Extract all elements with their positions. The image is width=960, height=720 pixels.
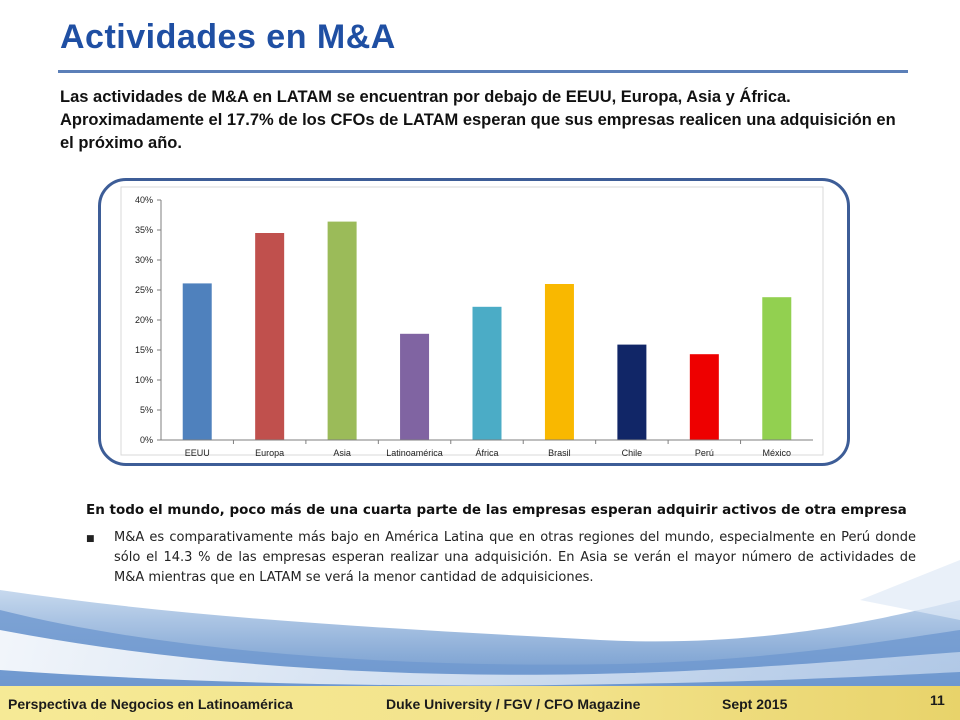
square-bullet-icon: ■ bbox=[86, 534, 95, 544]
bar-asia bbox=[327, 221, 357, 440]
page-number: 11 bbox=[930, 692, 945, 708]
bar-áfrica bbox=[472, 306, 502, 440]
x-tick-label: Chile bbox=[622, 448, 643, 458]
slide-title: Actividades en M&A bbox=[60, 18, 396, 56]
summary-heading: En todo el mundo, poco más de una cuarta… bbox=[86, 502, 907, 518]
bar-latinoamérica bbox=[400, 333, 430, 440]
bar-méxico bbox=[762, 297, 792, 440]
bar-brasil bbox=[544, 284, 574, 440]
x-tick-label: Perú bbox=[695, 448, 714, 458]
bullet-text: M&A es comparativamente más bajo en Amér… bbox=[114, 530, 916, 585]
bullet-list: ■ M&A es comparativamente más bajo en Am… bbox=[86, 528, 916, 588]
x-tick-label: Europa bbox=[255, 448, 284, 458]
y-tick-label: 35% bbox=[135, 225, 153, 235]
title-divider bbox=[58, 70, 908, 73]
footer-date: Sept 2015 bbox=[722, 696, 788, 712]
bar-eeuu bbox=[182, 283, 212, 440]
x-axis: EEUU Europa Asia Latinoamérica África Brasil C… bbox=[161, 439, 813, 458]
footer-left-text: Perspectiva de Negocios en Latinoamérica bbox=[8, 696, 293, 712]
y-tick-label: 25% bbox=[135, 285, 153, 295]
y-tick-label: 0% bbox=[140, 435, 153, 445]
y-tick-label: 15% bbox=[135, 345, 153, 355]
intro-paragraph: Las actividades de M&A en LATAM se encue… bbox=[60, 88, 896, 152]
footer-center-text: Duke University / FGV / CFO Magazine bbox=[386, 696, 641, 712]
bar-europa bbox=[255, 233, 285, 440]
y-tick-label: 5% bbox=[140, 405, 153, 415]
bar-perú bbox=[689, 354, 719, 440]
x-tick-label: EEUU bbox=[185, 448, 210, 458]
plot-area-border bbox=[120, 186, 824, 456]
bar-chart: 0% 5% 10% 15% 20% 25% 30% 35% 40% EEUU Europa Asia… bbox=[120, 186, 824, 458]
bullet-item: ■ M&A es comparativamente más bajo en Am… bbox=[86, 528, 916, 588]
chart-frame: 0% 5% 10% 15% 20% 25% 30% 35% 40% EEUU Europa Asia… bbox=[98, 178, 850, 466]
x-tick-label: México bbox=[763, 448, 792, 458]
y-tick-label: 20% bbox=[135, 315, 153, 325]
footer-band bbox=[0, 686, 960, 720]
y-axis: 0% 5% 10% 15% 20% 25% 30% 35% 40% bbox=[135, 195, 162, 445]
y-tick-label: 10% bbox=[135, 375, 153, 385]
bar-chile bbox=[617, 344, 647, 440]
x-tick-label: Latinoamérica bbox=[386, 448, 443, 458]
x-tick-label: África bbox=[475, 448, 498, 458]
x-tick-label: Asia bbox=[333, 448, 351, 458]
x-tick-label: Brasil bbox=[548, 448, 571, 458]
bars bbox=[182, 221, 792, 440]
y-tick-label: 30% bbox=[135, 255, 153, 265]
y-tick-label: 40% bbox=[135, 195, 153, 205]
